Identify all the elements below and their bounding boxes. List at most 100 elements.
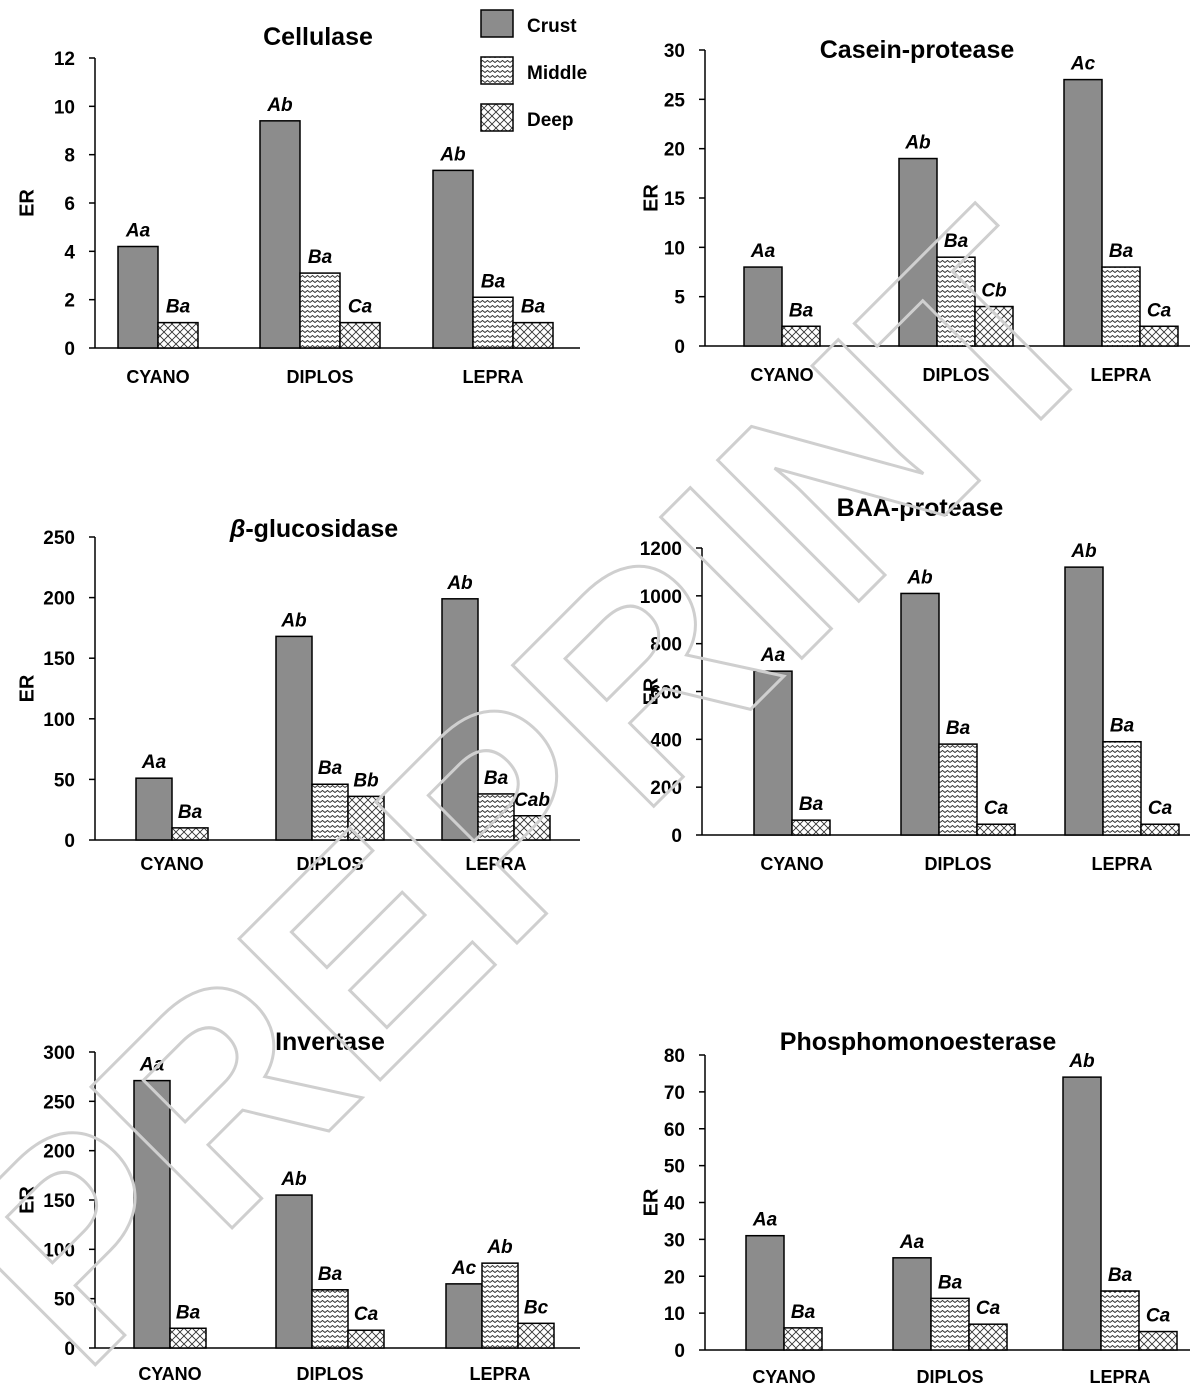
data-label: Cb (981, 281, 1007, 302)
x-tick-label: DIPLOS (924, 854, 991, 874)
bar-crust-diplos (275, 635, 313, 841)
y-tick-label: 0 (64, 339, 75, 360)
y-tick-label: 0 (674, 337, 685, 358)
data-label: Aa (752, 1210, 778, 1231)
bar-middle-lepra (1100, 1290, 1140, 1351)
y-tick-label: 300 (43, 1043, 75, 1064)
bar-middle-lepra (472, 296, 514, 349)
y-tick-label: 150 (43, 649, 75, 670)
y-axis-label: ER (640, 677, 662, 705)
bar-crust-cyano (753, 670, 793, 836)
bar-middle-diplos (311, 1289, 349, 1349)
data-label: Ba (484, 768, 509, 789)
data-label: Bb (353, 770, 379, 791)
data-label: Aa (750, 241, 776, 262)
data-label: Ba (944, 231, 969, 252)
y-tick-label: 1000 (640, 587, 682, 608)
y-tick-label: 50 (664, 1157, 685, 1178)
bar-deep-diplos (968, 1323, 1008, 1351)
data-label: Ab (904, 133, 931, 154)
chart-title: Casein-protease (820, 36, 1015, 64)
chart-panel-3: β-glucosidase ER 0 50 100 150 200 250 CYANO DIPLO… (16, 515, 580, 874)
bar-deep-lepra (513, 815, 551, 841)
data-label: Ba (789, 300, 814, 321)
bar-deep-diplos (974, 305, 1014, 347)
y-tick-label: 0 (671, 826, 682, 847)
x-tick-label: LEPRA (469, 1364, 530, 1384)
bar-crust-diplos (900, 592, 940, 836)
data-label: Ba (481, 271, 506, 292)
y-tick-label: 150 (43, 1191, 75, 1212)
bar-deep-cyano (781, 325, 821, 347)
bar-deep-cyano (791, 819, 831, 836)
y-tick-label: 100 (43, 1240, 75, 1261)
y-tick-label: 50 (54, 1290, 75, 1311)
data-label: Ba (318, 758, 343, 779)
legend: Crust Middle Deep (480, 9, 587, 132)
y-tick-label: 15 (664, 189, 686, 210)
y-tick-label: 400 (650, 730, 682, 751)
chart-panels: Cellulase ER 0 2 4 6 8 10 12 CYANO DIPLOS LEPRA Aa Ba… (16, 23, 1190, 1387)
x-tick-label: CYANO (752, 1367, 815, 1387)
data-label: Ba (318, 1264, 343, 1285)
y-tick-label: 10 (664, 238, 685, 259)
chart-title: Invertase (275, 1028, 385, 1056)
data-label: Ba (308, 247, 333, 268)
y-tick-label: 0 (674, 1341, 685, 1362)
bar-crust-lepra (432, 169, 474, 349)
y-tick-label: 0 (64, 1339, 75, 1360)
y-tick-label: 60 (664, 1120, 685, 1141)
bar-deep-cyano (157, 321, 199, 349)
chart-panel-2: Casein-protease ER 0 5 10 15 20 25 30 CYANO DIPLOS… (640, 36, 1190, 385)
bar-deep-diplos (347, 795, 385, 841)
y-tick-label: 12 (54, 49, 75, 70)
legend-label-deep: Deep (527, 110, 573, 131)
data-label: Aa (125, 221, 151, 242)
y-tick-label: 1200 (640, 539, 682, 560)
bar-deep-cyano (169, 1327, 207, 1349)
bar-middle-diplos (936, 256, 976, 347)
data-label: Aa (141, 752, 167, 773)
chart-panel-5: Invertase ER 0 50 100 150 200 250 300 CYANO DIPLOS… (16, 1028, 580, 1384)
y-tick-label: 100 (43, 710, 75, 731)
data-label: Ba (791, 1302, 816, 1323)
data-label: Ac (1070, 54, 1096, 75)
data-label: Ca (354, 1304, 379, 1325)
chart-panel-4: BAA-protease ER 0 200 400 600 800 1000 1200 CYANO… (640, 494, 1190, 874)
bar-deep-lepra (1140, 823, 1180, 836)
bar-crust-cyano (133, 1079, 171, 1349)
data-label: Ba (178, 802, 203, 823)
data-label: Ca (348, 297, 373, 318)
bar-middle-diplos (930, 1297, 970, 1351)
y-tick-label: 25 (664, 90, 686, 111)
chart-title: Phosphomonoesterase (780, 1028, 1057, 1056)
data-label: Ab (280, 1169, 307, 1190)
bar-middle-diplos (311, 783, 349, 841)
y-tick-label: 200 (43, 1142, 75, 1163)
bar-crust-diplos (898, 157, 938, 347)
data-label: Cab (514, 790, 550, 811)
legend-swatch-deep (480, 103, 514, 132)
y-tick-label: 50 (54, 770, 75, 791)
y-tick-label: 600 (650, 683, 682, 704)
data-label: Ab (486, 1237, 513, 1258)
data-label: Ba (946, 718, 971, 739)
bar-crust-lepra (1062, 1076, 1102, 1351)
bar-deep-cyano (783, 1327, 823, 1351)
y-tick-label: 20 (664, 140, 685, 161)
data-label: Ba (1110, 716, 1135, 737)
data-label: Ba (1108, 1265, 1133, 1286)
legend-label-crust: Crust (527, 16, 577, 37)
legend-swatch-crust (480, 9, 514, 38)
chart-title: BAA-protease (837, 494, 1004, 522)
data-label: Ca (984, 798, 1009, 819)
data-label: Ab (906, 567, 933, 588)
y-tick-label: 200 (650, 778, 682, 799)
data-label: Ac (451, 1258, 477, 1279)
legend-swatch-middle (480, 56, 514, 85)
bar-crust-lepra (441, 598, 479, 841)
data-label: Ba (1109, 241, 1134, 262)
y-tick-label: 4 (64, 242, 75, 263)
data-label: Ba (799, 794, 824, 815)
